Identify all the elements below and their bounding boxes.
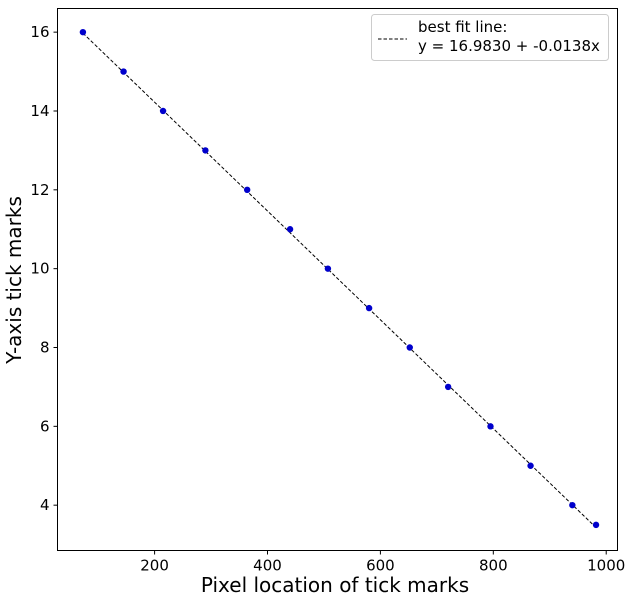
y-axis-label: Y-axis tick marks — [2, 196, 26, 365]
best-fit-line — [82, 32, 597, 528]
data-point-9 — [444, 383, 452, 391]
y-tick-label: 16 — [30, 23, 49, 41]
x-tick-label: 1000 — [587, 557, 625, 575]
legend-entry-line-2: y = 16.9830 + -0.0138x — [418, 37, 600, 55]
data-point-7 — [365, 304, 373, 312]
legend-entry-line-1: best fit line: — [418, 18, 507, 36]
data-point-0 — [79, 28, 87, 36]
data-point-6 — [324, 265, 332, 272]
legend-box — [371, 14, 609, 61]
x-tick-label: 400 — [253, 557, 282, 575]
y-tick-label: 8 — [40, 338, 50, 356]
y-tick-label: 10 — [30, 260, 49, 278]
data-point-8 — [406, 344, 413, 351]
y-tick-label: 4 — [40, 496, 50, 514]
y-tick-label: 12 — [30, 181, 49, 199]
axes-frame — [57, 8, 618, 551]
x-tick-label: 600 — [366, 557, 395, 575]
data-point-4 — [243, 186, 251, 194]
data-point-10 — [487, 423, 494, 430]
y-tick-label: 14 — [30, 102, 49, 120]
data-point-11 — [527, 462, 534, 469]
x-tick-label: 800 — [479, 557, 508, 575]
data-point-13 — [592, 521, 600, 529]
x-tick-label: 200 — [140, 557, 169, 575]
data-point-3 — [202, 147, 209, 154]
data-point-5 — [286, 226, 294, 233]
data-point-12 — [569, 501, 576, 509]
x-axis-label: Pixel location of tick marks — [201, 573, 469, 597]
y-axis-ticks: 4 6 8 10 12 14 16 — [30, 23, 58, 514]
x-axis-ticks: 200 400 600 800 1000 — [140, 550, 625, 575]
data-point-1 — [120, 68, 127, 75]
plot-layer — [79, 28, 600, 529]
y-tick-label: 6 — [40, 417, 50, 435]
legend: best fit line: y = 16.9830 + -0.0138x — [371, 14, 609, 61]
data-point-2 — [159, 107, 167, 115]
